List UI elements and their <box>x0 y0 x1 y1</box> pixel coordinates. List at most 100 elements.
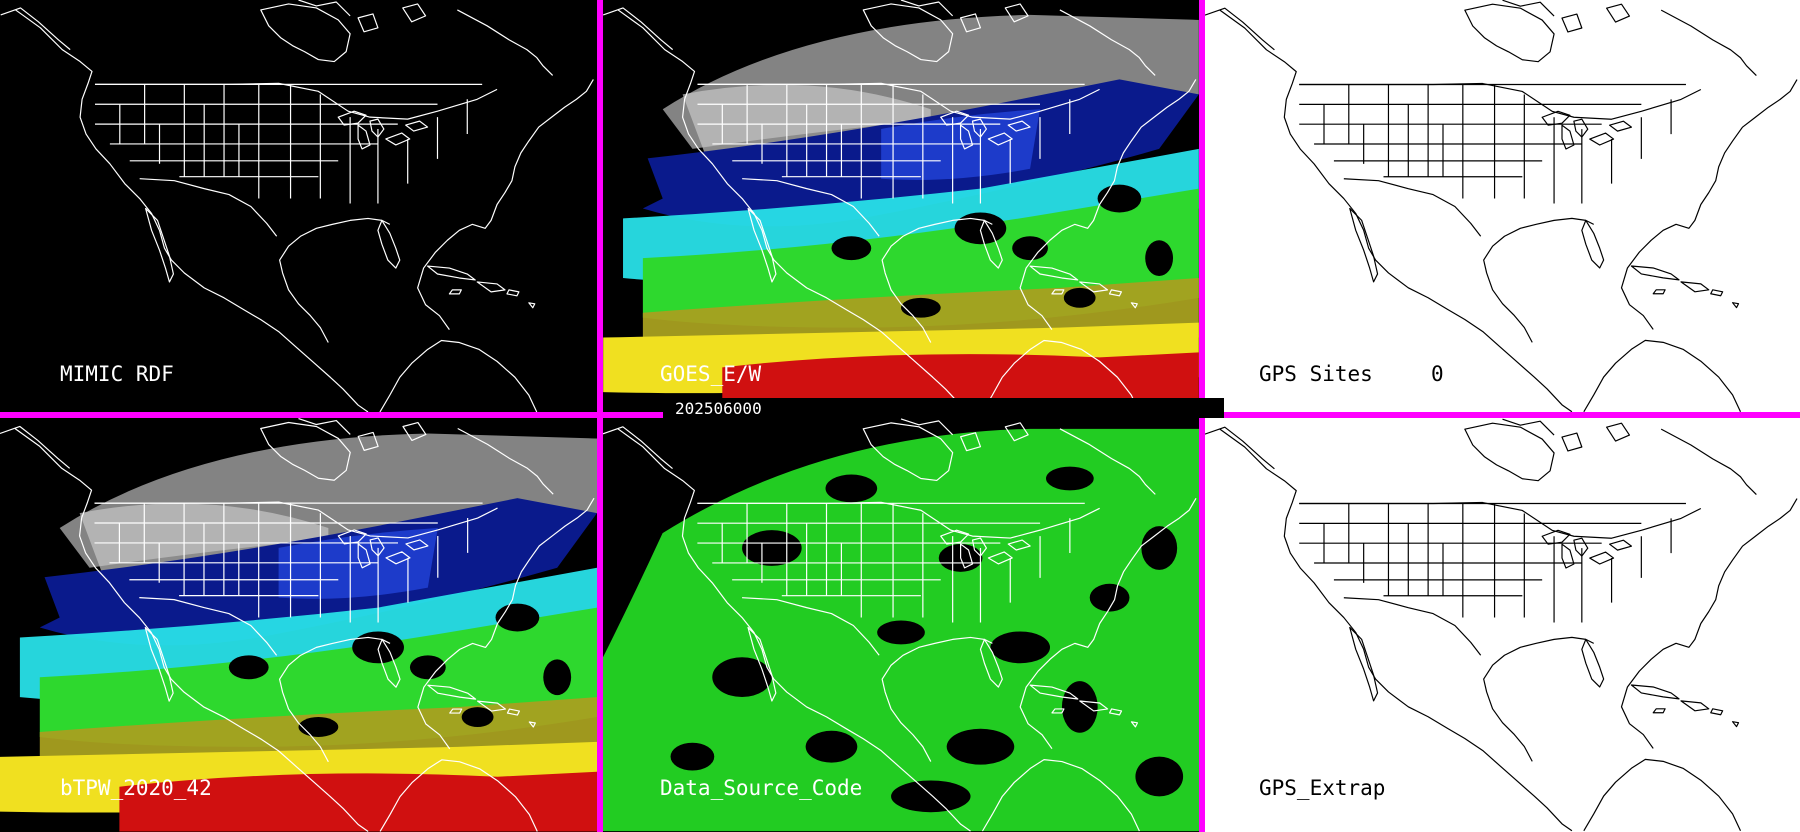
no-data-hole <box>831 236 872 261</box>
hudson-bay-coast <box>1464 422 1555 482</box>
arctic-islands <box>0 0 554 76</box>
hudson-bay-coast <box>260 3 351 63</box>
goes-ew-label: GOES_E/W <box>660 362 762 386</box>
hudson-bay-coast <box>1464 3 1555 63</box>
mexico-border <box>742 597 880 656</box>
gps-extrap-map <box>1205 418 1798 832</box>
no-data-hole <box>461 707 494 727</box>
caribbean-islands <box>1630 684 1740 728</box>
us-state-lines <box>1299 502 1686 623</box>
caribbean-islands <box>426 265 536 309</box>
no-data-hole <box>228 655 269 680</box>
great-lakes <box>940 110 1031 150</box>
panel-gps-sites: GPS Sites 0 <box>1205 0 1800 412</box>
panel-btpw: bTPW_2020_42 <box>0 418 597 832</box>
coastline <box>1219 428 1798 832</box>
arctic-islands <box>1205 0 1757 77</box>
baja-coast <box>145 207 175 283</box>
caribbean-islands <box>1029 265 1138 309</box>
timestamp-bar: 202506000 <box>663 398 1224 418</box>
great-lakes <box>1541 529 1633 569</box>
baja-coast <box>144 626 174 702</box>
no-data-hole <box>1135 756 1184 797</box>
no-data-hole <box>1012 236 1048 261</box>
hudson-bay-coast <box>260 421 351 481</box>
florida-coast <box>377 219 401 269</box>
hudson-bay-coast <box>862 3 954 63</box>
arctic-islands <box>0 418 554 495</box>
gps-sites-count: 0 <box>1431 362 1444 386</box>
no-data-top <box>0 418 597 459</box>
canada-border <box>1299 501 1702 539</box>
no-data-hole <box>805 730 858 763</box>
coastline <box>15 9 594 412</box>
no-data-hole <box>712 657 772 698</box>
canada-border <box>94 82 498 120</box>
panel-gps-extrap: GPS_Extrap <box>1205 418 1800 832</box>
no-data-hole <box>670 742 715 771</box>
no-data-hole <box>298 717 339 737</box>
goes-ew-map <box>603 0 1199 412</box>
canada-border <box>1299 82 1702 120</box>
great-lakes <box>337 529 429 569</box>
us-state-lines <box>94 502 483 623</box>
us-state-lines <box>94 83 483 204</box>
mimic-rdf-label: MIMIC RDF <box>60 362 174 386</box>
arctic-islands <box>1205 418 1757 496</box>
mexico-border <box>742 178 880 237</box>
no-data-hole <box>352 631 404 664</box>
no-data-hole <box>1061 681 1098 733</box>
baja-coast <box>1349 626 1379 702</box>
florida-coast <box>979 638 1003 688</box>
no-data-hole <box>543 659 572 696</box>
caribbean-islands <box>427 684 536 728</box>
great-lakes <box>337 110 429 150</box>
panel-mimic-rdf: MIMIC RDF <box>0 0 597 412</box>
baja-coast <box>747 207 777 283</box>
mexico-border <box>139 597 278 656</box>
coastline <box>14 428 595 832</box>
us-state-lines <box>697 502 1085 623</box>
arctic-islands <box>603 418 1156 495</box>
panel-goes-ew: GOES_E/W <box>603 0 1199 412</box>
tpw-blue-patch <box>278 527 438 599</box>
no-data-hole <box>954 212 1007 245</box>
no-data-hole <box>891 780 971 813</box>
data-source-code-label: Data_Source_Code <box>660 776 863 800</box>
no-data-hole <box>1063 287 1096 308</box>
btpw-label: bTPW_2020_42 <box>60 776 212 800</box>
no-data-west <box>0 458 60 648</box>
florida-coast <box>377 638 401 688</box>
no-data-hole <box>877 620 925 645</box>
tpw-blue-patch <box>881 109 1040 180</box>
no-data-hole <box>946 728 1015 765</box>
mexico-border <box>139 178 278 237</box>
florida-coast <box>1581 638 1605 688</box>
no-data-west <box>603 39 663 229</box>
mexico-border <box>1343 178 1482 237</box>
no-data-hole <box>742 530 802 566</box>
gps-extrap-label: GPS_Extrap <box>1259 776 1386 800</box>
caribbean-islands <box>1630 265 1740 309</box>
data-source-code-map <box>603 418 1199 832</box>
great-lakes <box>1541 110 1633 150</box>
gps-sites-map <box>1205 0 1798 412</box>
no-data-hole <box>1141 526 1178 570</box>
no-data-hole <box>990 631 1050 664</box>
no-data-hole <box>409 655 446 680</box>
btpw-map <box>0 418 597 832</box>
florida-coast <box>1581 219 1605 269</box>
timestamp-text: 202506000 <box>675 399 762 418</box>
mimic-rdf-map <box>0 0 594 412</box>
caribbean-islands <box>1029 684 1139 728</box>
no-data-hole <box>825 474 878 503</box>
panel-data-source-code: Data_Source_Code <box>603 418 1199 832</box>
tpw-red-band <box>119 771 597 832</box>
coastline <box>617 428 1197 832</box>
gps-sites-label: GPS Sites <box>1259 362 1373 386</box>
great-lakes <box>940 529 1031 569</box>
baja-coast <box>1349 207 1379 283</box>
coastline <box>617 9 1197 412</box>
no-data-hole <box>1089 583 1130 612</box>
